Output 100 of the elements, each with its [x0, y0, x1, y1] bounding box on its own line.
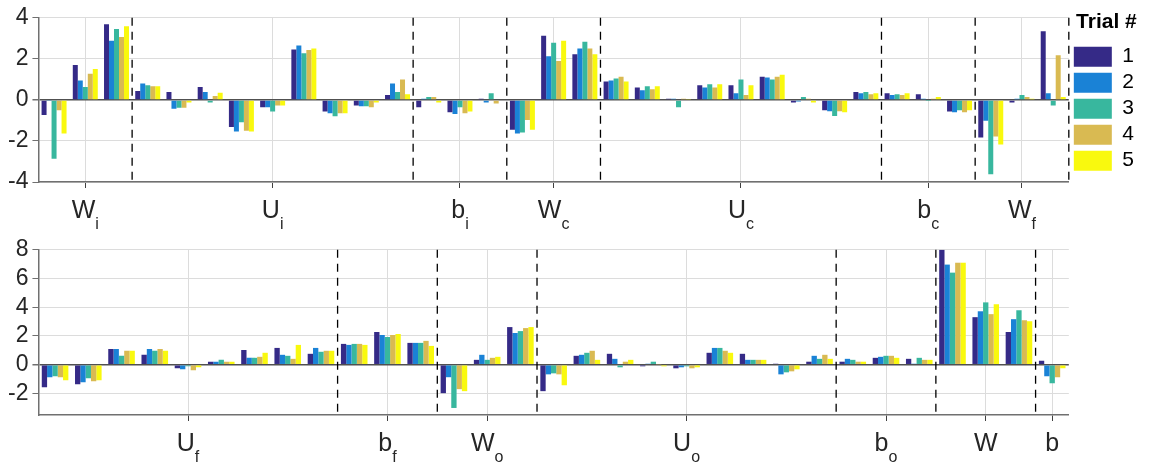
bar: [546, 56, 552, 100]
bar: [145, 85, 151, 100]
bar: [761, 359, 767, 364]
bar: [57, 365, 64, 378]
bar: [915, 94, 921, 100]
bar: [447, 100, 453, 113]
bar: [467, 100, 473, 112]
bar: [822, 100, 828, 111]
bar: [146, 348, 153, 364]
bar: [939, 249, 945, 364]
bar: [998, 100, 1004, 145]
bar: [87, 73, 93, 100]
bar: [806, 361, 812, 364]
bar: [412, 342, 419, 364]
bar: [75, 365, 81, 385]
bar: [63, 365, 69, 381]
bar: [104, 24, 110, 100]
legend-label: 1: [1122, 43, 1135, 67]
bar: [462, 100, 468, 114]
bar: [166, 92, 172, 100]
bar: [92, 68, 98, 100]
bar: [608, 80, 614, 100]
bar: [778, 365, 784, 375]
bar: [423, 340, 429, 364]
bar: [822, 354, 828, 364]
bar: [988, 314, 994, 364]
bar: [85, 365, 91, 379]
bar: [883, 355, 889, 364]
bar: [171, 100, 177, 109]
bar: [451, 365, 457, 408]
bar: [457, 100, 463, 108]
bar: [390, 83, 396, 100]
bar: [957, 100, 963, 111]
bar: [507, 327, 513, 364]
bar: [745, 359, 751, 364]
bar: [759, 76, 765, 100]
bar: [561, 365, 567, 386]
bar: [623, 81, 629, 100]
bar: [41, 365, 48, 388]
bar: [863, 92, 869, 100]
bar: [517, 331, 524, 364]
bar: [988, 100, 994, 175]
bar: [400, 79, 406, 100]
bar: [362, 344, 368, 364]
bar: [717, 347, 723, 364]
bar: [944, 264, 950, 364]
bar: [967, 100, 973, 111]
bar: [764, 77, 770, 100]
bar: [613, 78, 619, 100]
bar: [960, 262, 966, 364]
bar: [858, 93, 864, 100]
y-tick-label: 4: [15, 292, 29, 319]
bar: [899, 94, 905, 100]
bar: [649, 89, 655, 100]
bar: [894, 94, 900, 100]
bar: [788, 365, 795, 372]
bar: [260, 100, 266, 108]
bar: [935, 97, 941, 100]
bar: [728, 85, 734, 100]
bar: [82, 86, 88, 100]
bar: [1010, 319, 1017, 364]
bar: [1019, 94, 1025, 100]
bar: [152, 350, 158, 364]
bar: [612, 358, 618, 364]
legend-title: Trial #: [1076, 9, 1138, 33]
bar: [977, 311, 984, 364]
bar: [342, 100, 348, 114]
bar: [540, 365, 546, 392]
bar: [832, 100, 838, 117]
bar: [257, 356, 263, 364]
bar: [157, 348, 163, 364]
bar: [176, 100, 182, 108]
bar: [351, 343, 357, 364]
bar: [1055, 55, 1061, 100]
bar: [748, 85, 754, 100]
bar: [853, 92, 859, 100]
bar: [594, 359, 601, 364]
bar: [702, 87, 708, 100]
bar: [816, 358, 823, 364]
bar: [717, 84, 723, 100]
bar: [827, 100, 833, 112]
bar: [301, 53, 307, 100]
bar: [868, 94, 874, 100]
bar: [488, 93, 494, 100]
bar: [949, 272, 956, 364]
bar: [1040, 31, 1046, 100]
legend-label: 3: [1122, 95, 1135, 119]
bar: [114, 29, 120, 100]
bar: [150, 86, 156, 100]
bar: [1016, 310, 1022, 364]
bar: [407, 342, 413, 364]
bar: [243, 100, 249, 131]
bar: [712, 87, 718, 100]
bar: [582, 41, 588, 100]
bar: [578, 354, 585, 364]
bar: [739, 353, 746, 364]
y-tick-label: -4: [8, 167, 29, 194]
bar: [135, 91, 141, 100]
bar: [238, 100, 244, 123]
bar: [711, 347, 718, 364]
